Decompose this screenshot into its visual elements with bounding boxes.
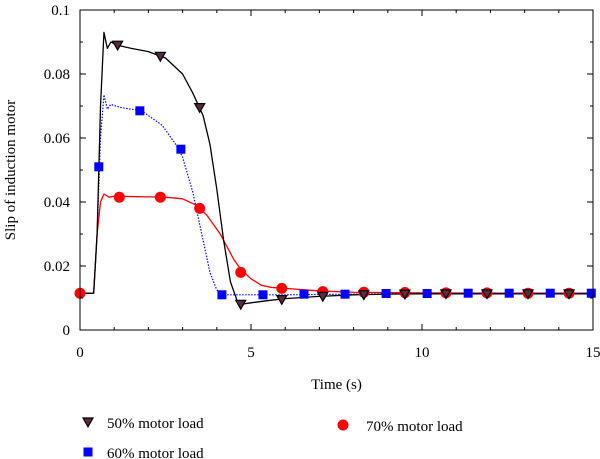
data-point-50-motor-load [398, 289, 411, 301]
tick-layer: 0 5 10 15 0 0.02 0.04 0.06 0.08 0.1 [44, 3, 600, 361]
data-point-60-motor-load [545, 288, 555, 298]
data-point-60-motor-load [381, 289, 391, 299]
x-tick-label: 5 [247, 345, 255, 361]
data-point-70-motor-load [276, 282, 288, 294]
data-point-60-motor-load [504, 288, 514, 298]
y-tick-label: 0.04 [44, 195, 71, 211]
legend-marker-50-motor-load [81, 417, 95, 428]
y-axis-label: Slip of induction motor [3, 100, 19, 240]
legend-label-60-load: 60% motor load [107, 446, 204, 459]
legend-label-50-load: 50% motor load [107, 416, 204, 432]
data-point-50-motor-load [275, 295, 288, 306]
y-tick-label: 0 [63, 323, 71, 339]
data-point-50-motor-load [234, 299, 247, 311]
x-tick-label: 15 [586, 345, 600, 361]
data-point-70-motor-load [235, 266, 247, 278]
legend-marker-60-motor-load [83, 447, 93, 457]
data-point-60-motor-load [94, 162, 104, 172]
y-tick-label: 0.1 [51, 3, 70, 19]
marker-layer [74, 40, 596, 311]
data-point-50-motor-load [439, 289, 452, 300]
series-line-60-motor-load [80, 94, 593, 296]
data-point-50-motor-load [111, 40, 124, 52]
data-point-50-motor-load [480, 289, 494, 300]
data-point-60-motor-load [258, 290, 268, 300]
legend: 50% motor load 60% motor load 70% motor … [81, 416, 463, 459]
data-point-60-motor-load [463, 288, 473, 298]
series-line-50-motor-load [80, 31, 593, 306]
y-tick-label: 0.02 [44, 259, 70, 275]
y-tick-label: 0.08 [44, 67, 70, 83]
data-point-60-motor-load [176, 144, 186, 154]
data-point-50-motor-load [563, 289, 576, 300]
x-tick-label: 10 [415, 345, 430, 361]
legend-marker-70-motor-load [337, 419, 349, 431]
x-tick-label: 0 [76, 345, 84, 361]
data-point-50-motor-load [521, 289, 535, 300]
data-point-60-motor-load [340, 289, 350, 299]
data-point-60-motor-load [217, 290, 227, 300]
data-point-60-motor-load [422, 289, 432, 299]
data-point-70-motor-load [113, 191, 125, 203]
data-point-60-motor-load [299, 289, 309, 299]
data-point-70-motor-load [154, 191, 166, 203]
legend-item-60-load: 60% motor load [83, 446, 204, 459]
data-point-60-motor-load [135, 106, 145, 116]
data-point-50-motor-load [316, 291, 329, 303]
legend-item-70-load: 70% motor load [337, 419, 463, 435]
legend-item-50-load: 50% motor load [81, 416, 204, 432]
data-point-70-motor-load [194, 202, 206, 214]
data-point-50-motor-load [193, 102, 206, 114]
y-tick-label: 0.06 [44, 131, 71, 147]
x-axis-label: Time (s) [311, 377, 362, 393]
data-point-50-motor-load [154, 51, 167, 63]
data-point-60-motor-load [586, 288, 596, 298]
data-point-50-motor-load [357, 290, 370, 301]
legend-label-70-load: 70% motor load [366, 419, 463, 435]
